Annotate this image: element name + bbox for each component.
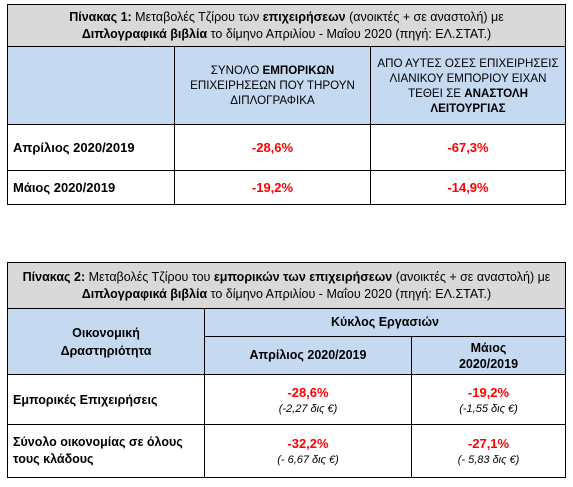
table-1-col2-header-pre: ΑΠΟ ΑΥΤΕΣ ΟΣΕΣ ΕΠΙΧΕΙΡΗΣΕΙΣ ΛΙΑΝΙΚΟΥ ΕΜΠ… [377,56,559,100]
table-1-row-2-value-1: -19,2% [174,170,371,205]
table-1-col1-header-post: ΕΠΙΧΕΙΡΗΣΕΩΝ ΠΟΥ ΤΗΡΟΥΝ ΔΙΠΛΟΓΡΑΦΙΚΑ [190,79,355,107]
table-2-row-1-label: Εμπορικές Επιχειρήσεις [7,374,205,425]
table-2-row-2-value-2-amount: (- 5,83 δις €) [457,454,520,466]
table-1: Πίνακας 1: Μεταβολές Τζίρου των επιχειρή… [6,4,567,205]
table-1-corner-cell [7,46,175,125]
table-2-caption-text3: το δίμηνο Απριλίου - Μαΐου 2020 (πηγή: Ε… [207,286,492,301]
table-1-caption: Πίνακας 1: Μεταβολές Τζίρου των επιχειρή… [6,4,567,47]
table-2-may-header-line1: Μάιος [470,340,507,355]
table-2-may-header: Μάιος 2020/2019 [410,336,567,375]
table-2-row-2-value-2-pct: -27,1% [467,436,510,451]
table-1-caption-text3: το δίμηνο Απριλίου - Μαΐου 2020 (πηγή: Ε… [207,26,492,41]
table-1-row-1-value-1: -28,6% [174,124,371,171]
table-row: Μάιος 2020/2019 -19,2% -14,9% [7,170,567,205]
table-2-caption: Πίνακας 2: Μεταβολές Τζίρου του εμπορικώ… [6,262,567,309]
table-2-row-1-value-1-amount: (-2,27 δις €) [278,402,338,415]
table-1-row-2-value-2: -14,9% [369,170,567,205]
table-2-row-2-label: Σύνολο οικονομίας σε όλους τους κλάδους [7,424,205,478]
table-2-row-2-value-1-amount: (- 6,67 δις €) [277,454,339,466]
table-1-caption-prefix: Πίνακας 1: [69,9,132,24]
table-2-row-2-value-1-pct: -32,2% [287,436,329,451]
table-2-row-1-value-2-pct: -19,2% [467,384,510,400]
table-2-row-2-value-2: -27,1% (- 5,83 δις €) [410,424,567,478]
table-1-row-1-label: Απρίλιος 2020/2019 [7,124,175,171]
table-1-caption-bold2: Διπλογραφικά βιβλία [81,26,208,41]
table-2-may-header-line2: 2020/2019 [458,356,519,371]
table-1-row-2-label: Μάιος 2020/2019 [7,170,175,205]
table-2-row-1-value-1-pct: -28,6% [287,384,329,400]
table-row: Σύνολο οικονομίας σε όλους τους κλάδους … [7,424,567,478]
table-2-caption-bold1: εμπορικών των επιχειρήσεων [213,269,393,284]
table-2-row-2-value-1: -32,2% (- 6,67 δις €) [204,424,412,478]
table-2-row-1-value-1: -28,6% (-2,27 δις €) [204,374,412,425]
table-2-activity-header: Οικονομική Δραστηριότητα [7,308,205,375]
table-1-caption-text1: Μεταβολές Τζίρου των [131,9,263,24]
table-2-caption-text2: (ανοικτές + σε αναστολή) με [392,269,551,284]
table-2-caption-text1: Μεταβολές Τζίρου του [85,269,214,284]
table-2-april-header: Απρίλιος 2020/2019 [204,336,412,375]
table-1-col2-header-bold: ΑΝΑΣΤΟΛΗ ΛΕΙΤΟΥΡΓΙΑΣ [430,86,528,115]
table-1-row-1-value-2: -67,3% [369,124,567,171]
table-2-row-1-value-2-amount: (-1,55 δις €) [459,402,518,415]
table-1-col1-header-bold: ΕΜΠΟΡΙΚΩΝ [262,64,335,77]
table-1-col1-header-pre: ΣΥΝΟΛΟ [210,64,263,77]
table-2-cycle-header: Κύκλος Εργασιών [203,308,567,337]
table-row: Απρίλιος 2020/2019 -28,6% -67,3% [7,124,567,171]
table-1-caption-text2: (ανοικτές + σε αναστολή) με [345,9,504,24]
table-1-col2-header: ΑΠΟ ΑΥΤΕΣ ΟΣΕΣ ΕΠΙΧΕΙΡΗΣΕΙΣ ΛΙΑΝΙΚΟΥ ΕΜΠ… [369,46,567,125]
table-2-row-1-value-2: -19,2% (-1,55 δις €) [410,374,567,425]
table-2-caption-prefix: Πίνακας 2: [22,269,86,284]
table-1-col1-header: ΣΥΝΟΛΟ ΕΜΠΟΡΙΚΩΝ ΕΠΙΧΕΙΡΗΣΕΩΝ ΠΟΥ ΤΗΡΟΥΝ … [174,46,371,125]
table-2-caption-bold2: Διπλογραφικά βιβλία [81,286,208,301]
table-row: Εμπορικές Επιχειρήσεις -28,6% (-2,27 δις… [7,374,567,425]
table-2: Πίνακας 2: Μεταβολές Τζίρου του εμπορικώ… [6,262,567,478]
table-1-caption-bold1: επιχειρήσεων [262,9,346,24]
